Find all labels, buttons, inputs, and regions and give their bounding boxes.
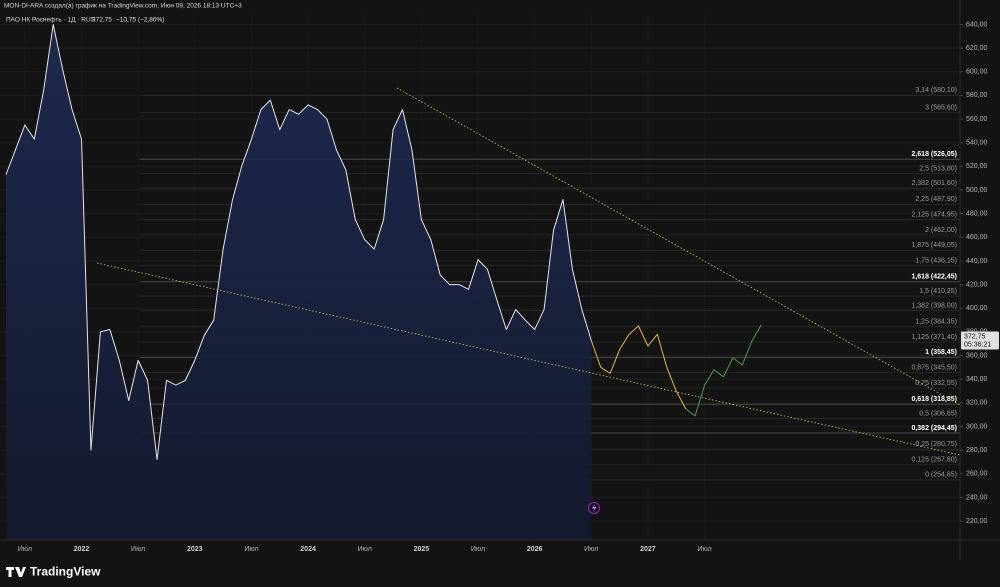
fib-label: 0,25 (280,75) [915, 441, 957, 448]
y-tick-label: 500,00 [966, 187, 988, 194]
y-tick-label: 620,00 [966, 45, 988, 52]
fib-label: 1,618 (422,45) [911, 274, 957, 281]
fib-label: 1,125 (371,40) [911, 334, 957, 341]
y-tick-label: 580,00 [966, 92, 988, 99]
y-tick-label: 560,00 [966, 116, 988, 123]
price-line [5, 23, 592, 461]
y-tick-label: 600,00 [966, 69, 988, 76]
y-tick-label: 420,00 [966, 281, 988, 288]
y-tick-label: 460,00 [966, 234, 988, 241]
x-tick-label: Июл [697, 546, 711, 553]
y-tick-label: 520,00 [966, 163, 988, 170]
y-tick-label: 220,00 [966, 518, 988, 525]
fib-label: 0,125 (267,80) [911, 456, 957, 463]
fib-label: 1 (358,45) [925, 349, 957, 356]
fib-label: 1,5 (410,25) [919, 288, 957, 295]
axes: 220,00 240,00 260,00 280,00 300,00 320,00 340,… [18, 21, 999, 553]
x-tick-label: 2024 [300, 546, 316, 553]
price-axis [960, 0, 1000, 560]
x-tick-label: Июл [471, 546, 485, 553]
x-tick-label: 2025 [414, 546, 430, 553]
fib-label: 0,75 (332,55) [915, 380, 957, 387]
price: 372,75 [92, 17, 112, 24]
last-price: 372,75 [964, 333, 986, 340]
fib-label: 3 (565,60) [925, 104, 957, 111]
y-tick-label: 280,00 [966, 447, 988, 454]
y-tick-label: 240,00 [966, 494, 988, 501]
y-tick-label: 540,00 [966, 140, 988, 147]
x-tick-label: 2022 [74, 546, 90, 553]
symbol: ПАО НК Роснефть · 1Д · RUS [6, 17, 96, 24]
x-tick-label: 2026 [527, 546, 543, 553]
y-tick-label: 300,00 [966, 423, 988, 430]
x-tick-label: Июл [244, 546, 258, 553]
fib-label: 0,5 (306,65) [919, 410, 957, 417]
fib-label: 1,25 (384,35) [915, 319, 957, 326]
fib-label: 1,382 (398,00) [911, 302, 957, 309]
trend-line [96, 262, 961, 456]
y-tick-label: 260,00 [966, 471, 988, 478]
fib-label: 0 (254,85) [925, 472, 957, 479]
last-price-tag [961, 331, 999, 350]
fib-label: 2,382 (501,60) [911, 180, 957, 187]
fib-label: 2 (462,00) [925, 227, 957, 234]
countdown: 05:36:21 [964, 341, 991, 348]
x-tick-label: 2023 [187, 546, 203, 553]
fib-label: 2,25 (487,90) [915, 196, 957, 203]
attribution: MON-DI-ARA создал(а) график на TradingVi… [4, 3, 242, 10]
price-line [590, 325, 687, 409]
logo: TradingView [6, 565, 101, 579]
change: −10,75 (−2,80%) [116, 17, 164, 24]
y-tick-label: 480,00 [966, 210, 988, 217]
fib-label: 2,125 (474,95) [911, 211, 957, 218]
y-tick-label: 320,00 [966, 400, 988, 407]
fib-label: 2,618 (526,05) [911, 151, 957, 158]
x-tick-label: 2027 [640, 546, 656, 553]
fib-label: 0,618 (318,85) [911, 396, 957, 403]
logo-text: TradingView [30, 565, 101, 579]
fib-label: 0,382 (294,45) [911, 425, 957, 432]
y-tick-label: 440,00 [966, 258, 988, 265]
x-tick-label: Июл [358, 546, 372, 553]
fib-label: 3,14 (580,10) [915, 87, 957, 94]
y-tick-label: 340,00 [966, 376, 988, 383]
fib-label: 0,875 (345,50) [911, 365, 957, 372]
y-tick-label: 360,00 [966, 352, 988, 359]
trend-line [396, 87, 961, 406]
fib-label: 1,75 (436,15) [915, 257, 957, 264]
x-tick-label: Июл [131, 546, 145, 553]
fib-label: 2,5 (513,80) [919, 166, 957, 173]
plot [5, 23, 762, 540]
event-icon-glyph [592, 504, 597, 512]
x-tick-label: Июл [584, 546, 598, 553]
y-tick-label: 640,00 [966, 21, 988, 28]
area [6, 24, 592, 540]
y-tick-label: 400,00 [966, 305, 988, 312]
fib-label: 1,875 (449,05) [911, 242, 957, 249]
price-line [685, 324, 762, 417]
x-tick-label: Июл [18, 546, 32, 553]
logo-icon [6, 567, 26, 577]
